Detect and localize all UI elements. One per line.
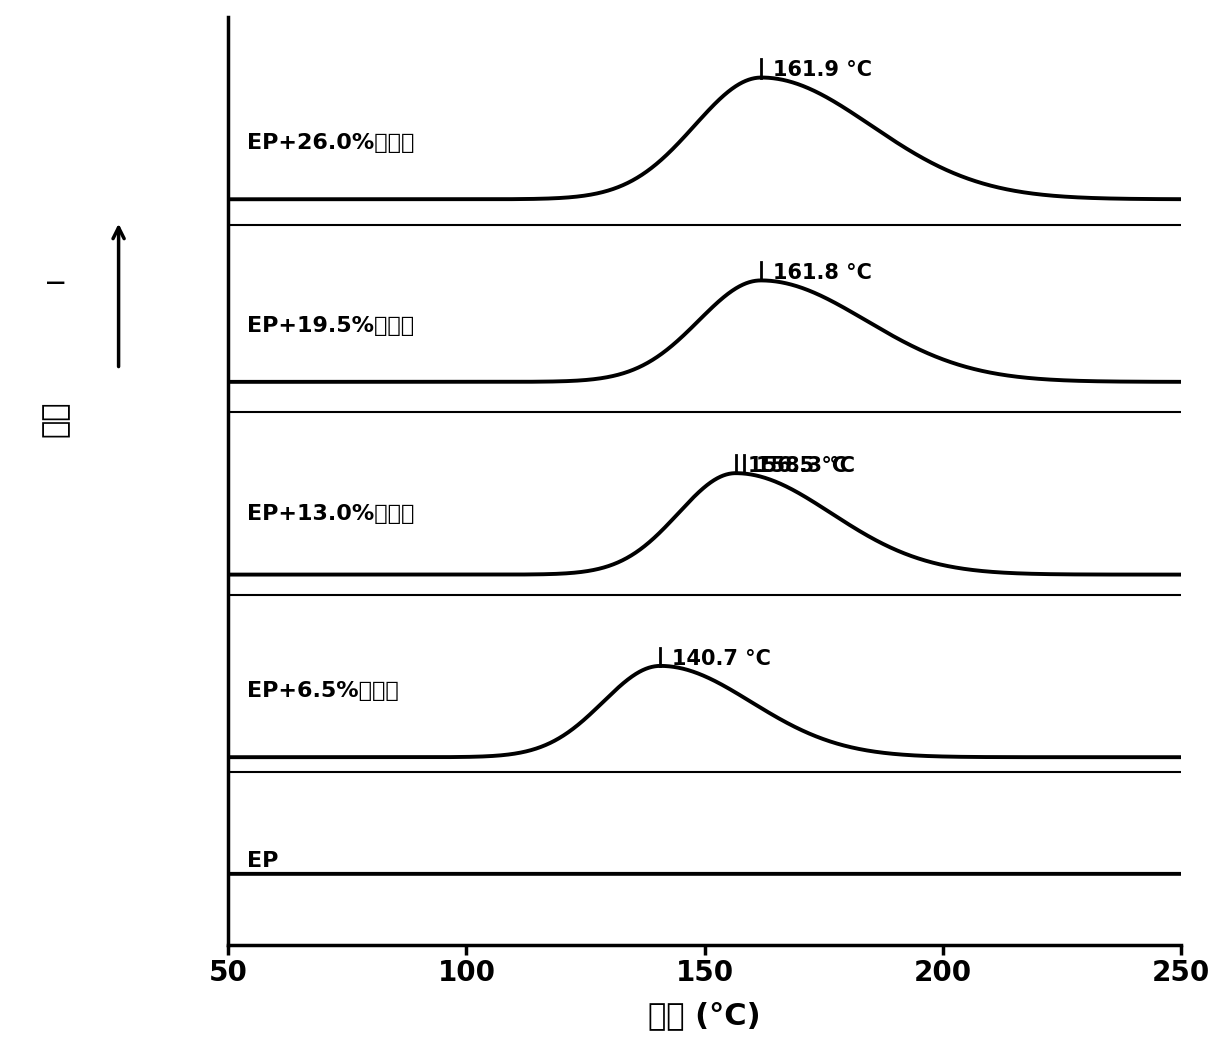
Text: 161.8 °C: 161.8 °C bbox=[773, 263, 871, 283]
Text: 放热: 放热 bbox=[40, 401, 70, 437]
Text: 158.3 °C: 158.3 °C bbox=[756, 455, 855, 475]
Text: —: — bbox=[45, 273, 65, 292]
Text: EP: EP bbox=[248, 850, 279, 871]
Text: 140.7 °C: 140.7 °C bbox=[672, 648, 771, 669]
Text: EP+13.0%阵燃剂: EP+13.0%阵燃剂 bbox=[248, 504, 415, 524]
Text: EP+19.5%阵燃剂: EP+19.5%阵燃剂 bbox=[248, 316, 415, 336]
Text: EP+6.5%阵燃剂: EP+6.5%阵燃剂 bbox=[248, 682, 399, 701]
Text: 156.5 °C: 156.5 °C bbox=[747, 455, 847, 475]
Text: EP+26.0%阵燃剂: EP+26.0%阵燃剂 bbox=[248, 133, 415, 154]
X-axis label: 温度 (°C): 温度 (°C) bbox=[648, 1001, 761, 1030]
Text: 161.9 °C: 161.9 °C bbox=[773, 61, 872, 81]
